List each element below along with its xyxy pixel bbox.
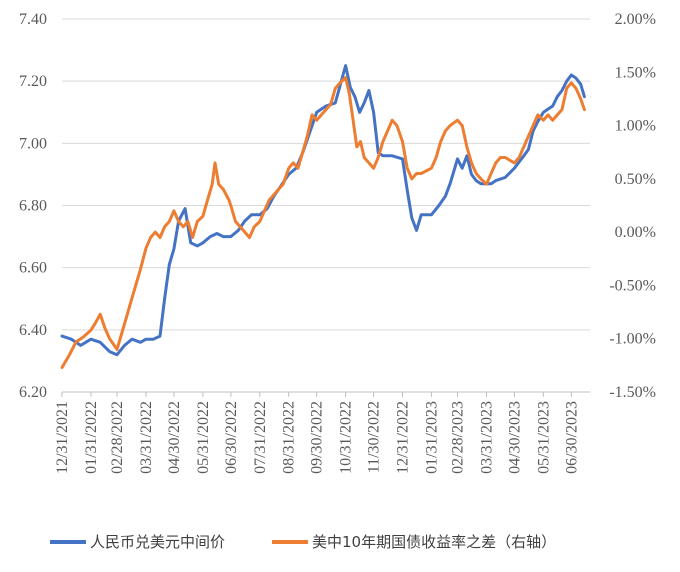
right-tick-label: -1.50%: [609, 384, 656, 401]
right-tick-label: 0.00%: [615, 224, 656, 241]
left-tick-label: 7.40: [19, 11, 47, 28]
legend-label-spread: 美中10年期国债收益率之差（右轴）: [312, 533, 556, 551]
right-tick-label: -1.00%: [609, 331, 656, 348]
x-tick-label: 12/31/2022: [394, 401, 411, 474]
x-tick-label: 01/31/2023: [423, 401, 440, 474]
x-tick-label: 06/30/2023: [563, 401, 580, 474]
x-tick-label: 11/30/2022: [366, 401, 383, 473]
legend: 人民币兑美元中间价 美中10年期国债收益率之差（右轴）: [50, 533, 556, 551]
x-tick-label: 05/31/2022: [195, 401, 212, 474]
x-tick-label: 05/31/2023: [535, 401, 552, 474]
x-tick-label: 04/30/2023: [506, 401, 523, 474]
x-tick-label: 02/28/2023: [450, 401, 467, 474]
x-tick-label: 08/31/2022: [281, 401, 298, 474]
gridlines: [62, 18, 590, 393]
left-tick-label: 7.00: [19, 135, 47, 152]
x-tick-label: 03/31/2022: [138, 401, 155, 474]
right-tick-label: 1.00%: [615, 118, 656, 135]
x-tick-label: 12/31/2021: [54, 401, 71, 474]
left-tick-label: 6.20: [19, 384, 47, 401]
right-tick-label: 0.50%: [615, 171, 656, 188]
left-axis-ticks: 6.20 6.40 6.60 6.80 7.00 7.20 7.40: [19, 11, 47, 401]
x-tick-label: 07/31/2022: [252, 401, 269, 474]
left-tick-label: 6.60: [19, 260, 47, 277]
x-tick-label: 03/31/2023: [478, 401, 495, 474]
legend-label-cny: 人民币兑美元中间价: [90, 533, 225, 551]
x-tick-label: 02/28/2022: [109, 401, 126, 474]
left-tick-label: 6.40: [19, 322, 47, 339]
right-axis-ticks: -1.50% -1.00% -0.50% 0.00% 0.50% 1.00% 1.50% 2.…: [609, 11, 656, 401]
series-line-cny: [60, 64, 586, 357]
x-tick-label: 06/30/2022: [223, 401, 240, 474]
series-line-spread: [60, 76, 586, 369]
x-tick-label: 09/30/2022: [309, 401, 326, 474]
series-layer: [60, 64, 586, 369]
x-axis-ticks: 12/31/2021 01/31/2022 02/28/2022 03/31/2022…: [54, 392, 580, 474]
right-tick-label: 2.00%: [615, 11, 656, 28]
x-tick-label: 10/31/2022: [338, 401, 355, 474]
right-tick-label: 1.50%: [615, 64, 656, 81]
right-tick-label: -0.50%: [609, 277, 656, 294]
x-tick-label: 04/30/2022: [166, 401, 183, 474]
left-tick-label: 6.80: [19, 198, 47, 215]
left-tick-label: 7.20: [19, 73, 47, 90]
x-tick-label: 01/31/2022: [83, 401, 100, 474]
